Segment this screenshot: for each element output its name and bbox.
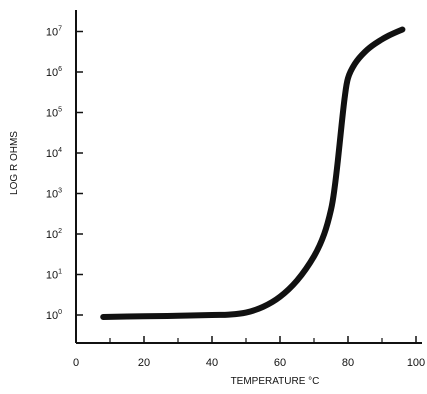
axes xyxy=(75,10,422,344)
x-tick-label: 40 xyxy=(206,357,218,369)
y-tick-label: 102 xyxy=(46,228,62,241)
x-axis-title: TEMPERATURE °C xyxy=(231,376,320,387)
series-layer xyxy=(100,26,406,320)
resistance-curve xyxy=(100,26,406,320)
y-tick-label: 106 xyxy=(46,66,62,79)
y-tick-label: 105 xyxy=(46,107,62,120)
y-ticks: 100 101 102 103 104 105 106 107 xyxy=(46,26,83,322)
x-ticks: 0 20 40 60 80 100 xyxy=(73,336,425,369)
x-tick-label: 80 xyxy=(342,357,354,369)
y-tick-label: 104 xyxy=(46,147,62,160)
x-tick-label: 60 xyxy=(274,357,286,369)
x-tick-label: 20 xyxy=(138,357,150,369)
y-tick-label: 107 xyxy=(46,26,62,39)
y-tick-label: 101 xyxy=(46,269,62,282)
y-tick-label: 100 xyxy=(46,309,62,322)
y-axis-title: LOG R OHMS xyxy=(9,131,20,195)
x-tick-label: 0 xyxy=(73,357,79,369)
y-tick-label: 103 xyxy=(46,188,62,201)
x-tick-label: 100 xyxy=(407,357,425,369)
